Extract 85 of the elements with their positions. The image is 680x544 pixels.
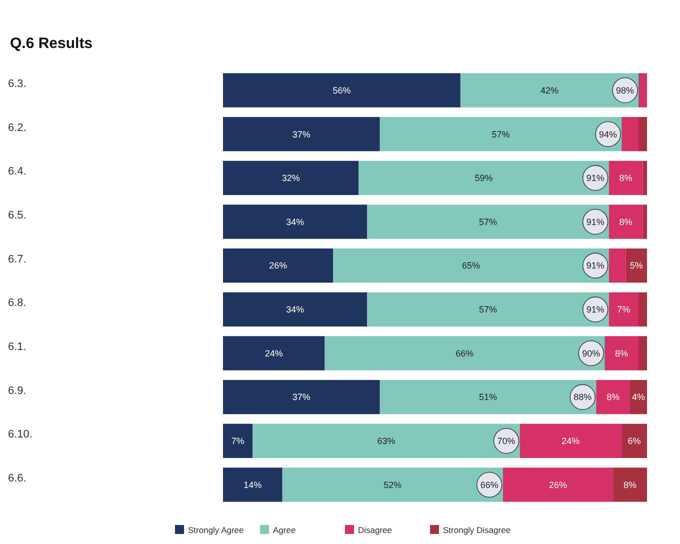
y-tick-label: 6.5. (8, 209, 26, 222)
data-label: 8% (624, 480, 637, 490)
annotation: 91% (586, 260, 604, 271)
data-label: 37% (292, 129, 310, 140)
data-label: 59% (474, 173, 493, 184)
y-tick-label: 6.6. (8, 472, 26, 484)
bar (380, 117, 622, 152)
data-label: 34% (286, 216, 304, 227)
annotation: 91% (586, 173, 604, 184)
legend-label: Strongly Agree (188, 524, 244, 535)
data-label: 8% (619, 216, 632, 227)
y-tick-label: 6.4. (8, 166, 26, 178)
bar (460, 73, 639, 108)
data-label: 5% (630, 260, 643, 271)
bar (252, 424, 520, 458)
bar (367, 204, 609, 239)
bar (380, 380, 596, 414)
bar (638, 292, 647, 327)
data-label: 26% (548, 480, 567, 490)
data-label: 32% (282, 173, 300, 184)
bar (358, 160, 609, 196)
y-tick-label: 6.3. (8, 78, 26, 90)
bar (333, 248, 609, 283)
annotation: 90% (582, 348, 600, 358)
y-tick-label: 6.9. (8, 384, 26, 397)
bar (613, 468, 647, 502)
data-label: 14% (244, 480, 262, 490)
data-label: 65% (462, 260, 480, 271)
data-label: 4% (632, 392, 646, 402)
data-label: 24% (562, 436, 580, 446)
annotation: 66% (480, 480, 498, 490)
annotation: 88% (574, 392, 592, 402)
data-label: 51% (478, 392, 498, 402)
legend-label: Strongly Disagree (443, 524, 511, 535)
data-label: 7% (617, 304, 630, 315)
bar (642, 160, 647, 196)
y-tick-label: 6.10. (8, 428, 32, 441)
bar (223, 292, 368, 327)
bar (223, 424, 253, 458)
data-label: 52% (384, 480, 402, 490)
bar (642, 204, 647, 239)
data-label: 26% (269, 260, 288, 271)
bar (622, 424, 647, 458)
data-label: 42% (540, 85, 558, 96)
bar (223, 248, 334, 283)
bar (223, 468, 282, 502)
data-label: 34% (286, 304, 304, 315)
annotation: 91% (586, 304, 604, 315)
data-label: 7% (231, 436, 244, 446)
data-label: 63% (377, 436, 396, 446)
data-label: 8% (619, 173, 632, 184)
y-tick-label: 6.1. (8, 340, 26, 353)
annotation: 70% (497, 436, 516, 446)
bar (223, 336, 325, 370)
bar (223, 73, 460, 108)
y-tick-label: 6.8. (8, 297, 26, 310)
bar (638, 117, 647, 152)
data-label: 57% (478, 216, 498, 227)
bar (282, 468, 503, 502)
data-label: 6% (628, 436, 641, 446)
data-label: 66% (456, 348, 474, 358)
y-tick-label: 6.7. (8, 253, 26, 266)
annotation: 91% (586, 216, 604, 227)
bar (223, 117, 380, 152)
annotation: 94% (599, 129, 618, 140)
data-label: 8% (615, 348, 628, 358)
text: Q.6 Results (10, 35, 93, 52)
annotation: 98% (616, 85, 634, 96)
legend-label: Agree (273, 524, 296, 535)
bar (638, 336, 647, 370)
bar (630, 380, 647, 414)
bar (324, 336, 605, 370)
bar (223, 160, 359, 196)
data-label: 56% (332, 85, 351, 96)
bar (223, 380, 380, 414)
bar (626, 248, 647, 283)
data-label: 57% (492, 129, 510, 140)
data-label: 24% (264, 348, 283, 358)
bar (367, 292, 609, 327)
data-label: 37% (292, 392, 310, 402)
data-label: 8% (606, 392, 620, 402)
bar (223, 204, 368, 239)
data-label: 57% (478, 304, 498, 315)
y-tick-label: 6.2. (8, 122, 26, 134)
legend-label: Disagree (358, 524, 392, 535)
